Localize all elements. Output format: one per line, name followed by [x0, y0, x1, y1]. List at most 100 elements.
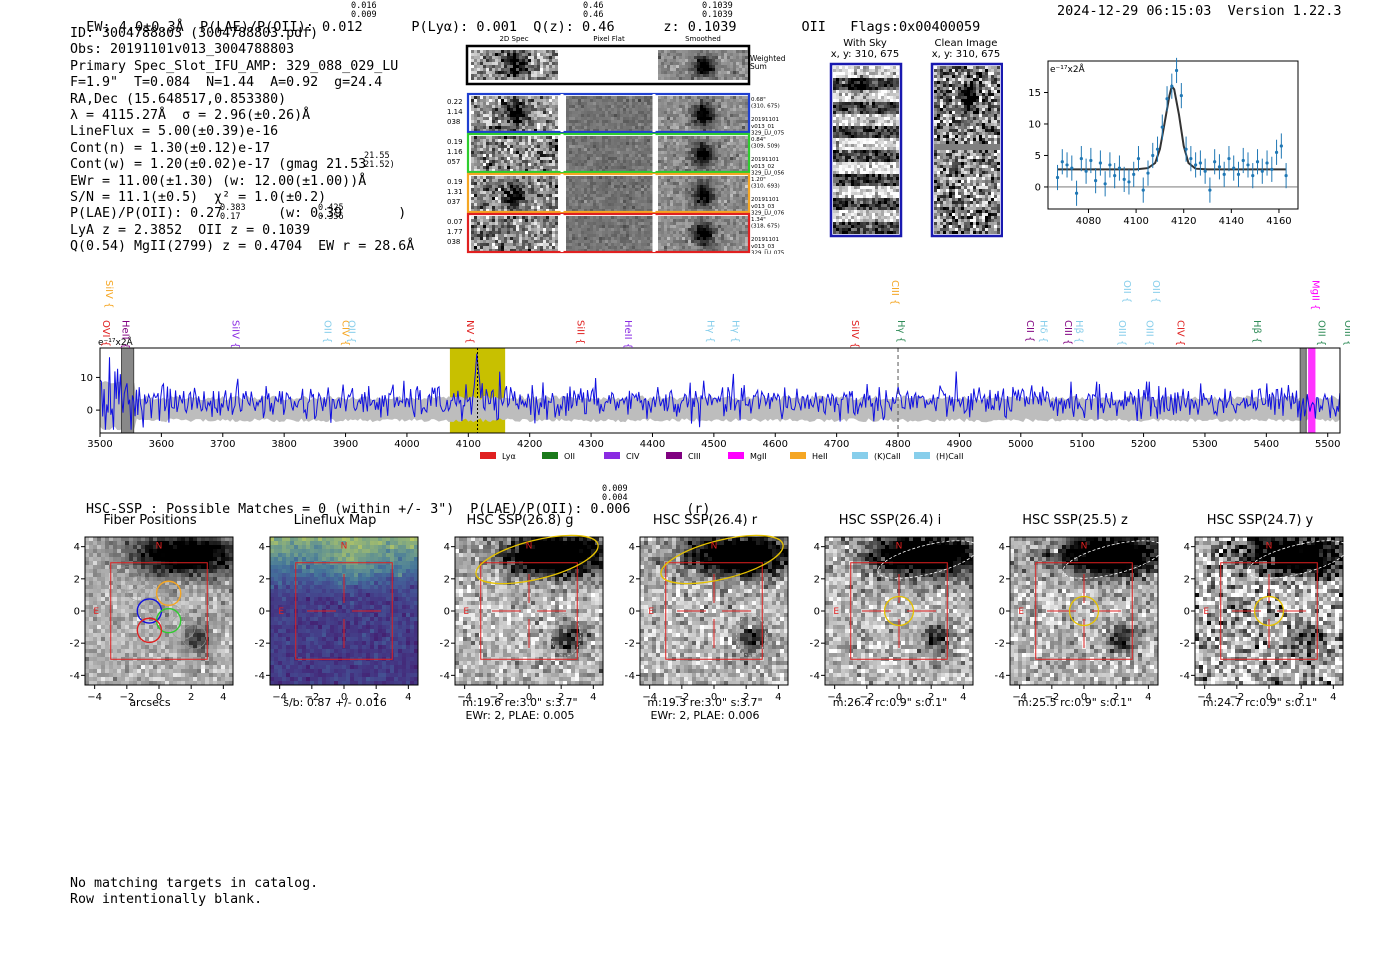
y-tick-label: 4 [999, 542, 1005, 553]
galaxy-ellipse [475, 534, 599, 585]
fiber-row-meta: 20191101 [751, 117, 779, 123]
fiber-row-stats: 037 [447, 198, 460, 206]
x-tick-label: 4500 [701, 439, 726, 450]
aperture-box [480, 562, 578, 660]
data-point [1203, 169, 1207, 173]
y-tick-label: 2 [74, 574, 80, 585]
fiber-spectra-panel: 2D Spec Pixel Flat Smoothed 0.22 1.14 038 0.68… [440, 34, 790, 257]
cutout-y: HSC SSP(24.7) y N E −4 −4 −2 −2 0 0 2 2 4 4 m:24.7 rc… [1180, 510, 1365, 725]
x-tick-label: 5200 [1131, 439, 1156, 450]
col-title: 2D Spec [499, 35, 528, 43]
aperture-box [665, 562, 763, 660]
line-label: MgII { [1309, 280, 1320, 310]
cutout-title: HSC SSP(26.4) i [838, 513, 942, 528]
x-tick-label: 2 [743, 692, 749, 703]
fiber-row-stats: 0.22 [447, 98, 463, 106]
y-tick-label: 0 [814, 607, 820, 618]
caption-line: s/b: 0.87 +/- 0.016 [283, 696, 387, 709]
y-tick-label: −2 [1180, 639, 1190, 650]
y-tick-label: 10 [1028, 119, 1041, 130]
hsc-fraction: 0.009 0.004 [602, 484, 628, 503]
data-point [1284, 174, 1288, 178]
unit-label: e⁻¹⁷x2Å [1050, 63, 1086, 75]
x-tick-label: 4900 [947, 439, 972, 450]
legend-label: (H)CaII [936, 452, 963, 461]
line-label: HeII { [622, 320, 633, 349]
caption-line: m:24.7 rc:0.9" s:0.1" [1202, 696, 1318, 709]
data-point [1113, 174, 1117, 178]
summary-text: EW: 4.0±0.3Å P(LAE)/P(OII): 0.012 P(Lyα)… [86, 19, 981, 35]
fiber-row-meta: 1.20" [751, 177, 766, 183]
noise-band [100, 380, 1340, 431]
y-tick-label: 0 [74, 607, 80, 618]
line-label: SiII { [575, 320, 586, 345]
x-tick-label: 2 [558, 692, 564, 703]
data-point [1136, 157, 1141, 161]
legend-label: CIV [626, 452, 640, 461]
fiber-row-stats: 0.19 [447, 138, 463, 146]
data-point [1189, 157, 1193, 161]
cutout-title: Fiber Positions [103, 513, 197, 528]
legend-label: (K)CaII [874, 452, 901, 461]
y-tick-label: −4 [625, 671, 635, 682]
aperture-box [1035, 562, 1133, 660]
legend-swatch [852, 452, 868, 459]
data-point [1084, 169, 1088, 173]
fiber-row-meta: (310, 675) [751, 104, 780, 110]
caption-line: m:19.3 re:3.0" s:3.7" [647, 696, 763, 709]
plae-fraction: 0.016 0.009 [351, 1, 377, 20]
x-tick-label: 5300 [1192, 439, 1217, 450]
data-point [1108, 163, 1112, 167]
y-tick-label: 2 [999, 574, 1005, 585]
data-point [1117, 166, 1122, 170]
y-tick-label: −4 [70, 671, 80, 682]
y-tick-label: −2 [255, 639, 265, 650]
fiber-row-stats: 1.77 [447, 228, 463, 236]
x-tick-label: 3800 [271, 439, 296, 450]
x-tick-label: 0 [896, 692, 902, 703]
aperture-circle [1068, 595, 1100, 627]
data-point [1070, 166, 1074, 170]
east-label: E [648, 607, 654, 617]
fiber-row-meta: 20191101 [751, 237, 779, 243]
east-label: E [278, 607, 284, 617]
line-label: CIII { [889, 280, 900, 305]
info-line: ID: 3004788803 (3004788803.pdf) [70, 26, 319, 41]
x-tick-label: 0 [526, 692, 532, 703]
fiber-row-meta: (318, 675) [751, 224, 780, 230]
x-tick-label: 4 [220, 692, 226, 703]
y-tick-label: 15 [1028, 88, 1041, 99]
cutout-g: HSC SSP(26.8) g N E −4 −4 −2 −2 0 0 2 2 4 4 m:19.6 re… [440, 510, 625, 725]
cutout-image: N E −4 −4 −2 −2 0 0 2 2 4 4 [1180, 536, 1349, 703]
fiber-row-stats: 1.31 [447, 188, 463, 196]
north-label: N [1081, 541, 1088, 551]
legend-label: HeII [812, 452, 828, 461]
caption-line: arcsecs [129, 696, 171, 709]
cutout-fiber: Fiber Positions N E −4 −4 −2 −2 0 0 2 2 4 4 arcsecs [70, 510, 255, 725]
x-tick-label: 2 [1113, 692, 1119, 703]
data-point [1279, 144, 1283, 148]
x-tick-label: 4100 [456, 439, 481, 450]
legend-swatch [914, 452, 930, 459]
line-label: OIII { [1144, 320, 1155, 346]
spectrum-frame [99, 347, 1341, 434]
cutout-image: N E −4 −4 −2 −2 0 0 2 2 4 4 [995, 536, 1164, 703]
footer-line: Row intentionally blank. [70, 891, 263, 907]
north-label: N [341, 541, 348, 551]
zoom-line-chart: 4080 4100 4120 4140 4160 0 5 10 15 e⁻¹⁷x2Å [1028, 57, 1299, 227]
fiber-row-meta: 329_LU_075 [751, 131, 785, 137]
y-tick-label: −2 [440, 639, 450, 650]
fiber-row-stats: 0.07 [447, 218, 463, 226]
fiber-row-frame [466, 172, 751, 214]
data-point [1074, 191, 1079, 195]
cutout-flux: Lineflux Map N E −4 −4 −2 −2 0 0 2 2 4 4 s/b: 0.87 +/… [255, 510, 440, 725]
clean-image-title: Clean Image x, y: 310, 675 [931, 38, 1001, 60]
x-tick-label: 0 [711, 692, 717, 703]
cutout-r: HSC SSP(26.4) r N E −4 −4 −2 −2 0 0 2 2 4 4 m:19.3 re… [625, 510, 810, 725]
info-line: λ = 4115.27Å σ = 2.96(±0.26)Å [70, 108, 311, 124]
data-point [1241, 158, 1245, 163]
legend-label: OII [564, 452, 575, 461]
fiber-row-meta: 0.84" [751, 137, 766, 143]
cutout-caption: m:26.4 rc:0.9" s:0.1" [805, 696, 975, 709]
fiber-row-frame [466, 132, 751, 174]
